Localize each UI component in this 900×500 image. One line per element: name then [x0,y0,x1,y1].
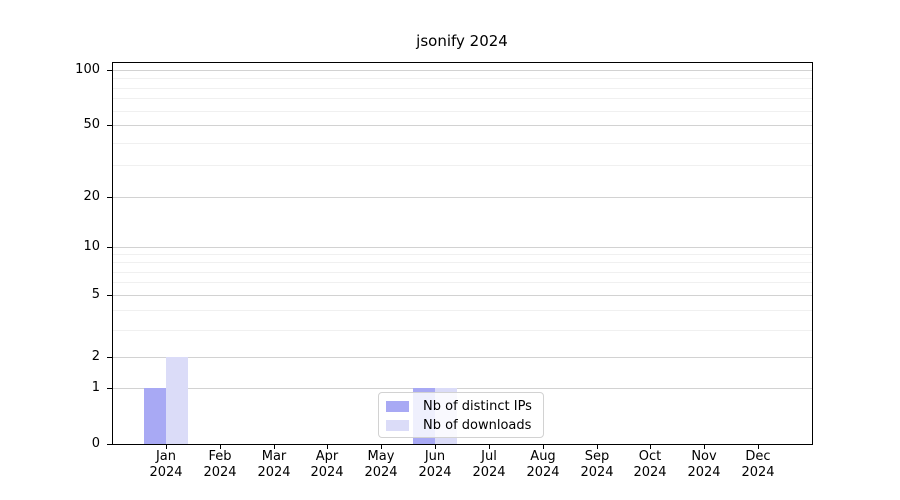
x-tick-month: Jan [155,449,177,464]
x-tick-mark [381,445,382,449]
y-tick-label: 0 [91,436,100,451]
x-tick-label: Mar 2024 [239,449,309,481]
gridline-major [113,357,812,358]
x-tick-label: May 2024 [346,449,416,481]
legend-label-distinct-ips: Nb of distinct IPs [423,399,532,414]
x-tick-year: 2024 [203,465,237,480]
gridline-minor [113,98,812,99]
x-tick-label: Jan 2024 [131,449,201,481]
x-tick-mark [704,445,705,449]
y-tick-mark [107,197,112,198]
gridline-minor [113,165,812,166]
x-tick-month: May [367,449,395,464]
x-tick-year: 2024 [149,465,183,480]
y-tick-mark [107,125,112,126]
y-tick-label: 50 [83,117,100,132]
x-tick-month: Feb [208,449,232,464]
y-tick-label: 2 [91,349,100,364]
y-tick-label: 1 [91,380,100,395]
gridline-minor [113,143,812,144]
x-tick-year: 2024 [687,465,721,480]
y-tick-mark [107,388,112,389]
x-tick-mark [489,445,490,449]
gridline-minor [113,310,812,311]
x-tick-label: Sep 2024 [562,449,632,481]
legend: Nb of distinct IPs Nb of downloads [378,392,544,438]
y-tick-mark [107,247,112,248]
bar-downloads [166,357,188,444]
x-tick-year: 2024 [472,465,506,480]
gridline-minor [113,254,812,255]
x-tick-label: Jul 2024 [454,449,524,481]
x-tick-month: Oct [638,449,662,464]
gridline-minor [113,111,812,112]
x-tick-label: Dec 2024 [723,449,793,481]
x-tick-month: Jul [481,449,497,464]
x-tick-mark [758,445,759,449]
x-tick-mark [543,445,544,449]
legend-swatch-distinct-ips [386,401,409,412]
x-tick-mark [435,445,436,449]
y-tick-mark [107,444,112,445]
x-tick-mark [274,445,275,449]
legend-item-distinct-ips: Nb of distinct IPs [386,397,535,416]
x-tick-month: Aug [530,449,556,464]
x-tick-mark [597,445,598,449]
gridline-major [113,247,812,248]
x-tick-label: Aug 2024 [508,449,578,481]
x-tick-year: 2024 [310,465,344,480]
x-tick-label: Oct 2024 [615,449,685,481]
x-tick-year: 2024 [257,465,291,480]
y-tick-label: 5 [91,287,100,302]
x-tick-month: Nov [691,449,717,464]
chart-title: jsonify 2024 [416,32,508,50]
plot-area [112,62,813,445]
x-tick-year: 2024 [418,465,452,480]
legend-label-downloads: Nb of downloads [423,418,532,433]
x-tick-year: 2024 [526,465,560,480]
x-tick-label: Jun 2024 [400,449,470,481]
y-tick-label: 100 [75,62,100,77]
x-tick-label: Apr 2024 [292,449,362,481]
gridline-minor [113,282,812,283]
x-tick-month: Dec [745,449,771,464]
x-tick-label: Nov 2024 [669,449,739,481]
bar-distinct-ips [144,388,166,444]
gridline-major [113,197,812,198]
gridline-minor [113,88,812,89]
x-tick-label: Feb 2024 [185,449,255,481]
y-tick-mark [107,295,112,296]
x-tick-year: 2024 [741,465,775,480]
x-tick-mark [650,445,651,449]
gridline-major [113,295,812,296]
legend-swatch-downloads [386,420,409,431]
x-tick-mark [166,445,167,449]
legend-item-downloads: Nb of downloads [386,416,535,435]
y-tick-label: 20 [83,189,100,204]
gridline-minor [113,272,812,273]
y-tick-label: 10 [83,239,100,254]
x-tick-mark [327,445,328,449]
x-tick-month: Apr [315,449,339,464]
gridline-major [113,125,812,126]
gridline-minor [113,330,812,331]
y-tick-mark [107,70,112,71]
x-tick-month: Sep [584,449,610,464]
gridline-major [113,388,812,389]
x-tick-year: 2024 [364,465,398,480]
x-tick-month: Jun [424,449,446,464]
gridline-major [113,70,812,71]
y-tick-mark [107,357,112,358]
gridline-minor [113,78,812,79]
x-tick-year: 2024 [633,465,667,480]
x-tick-month: Mar [261,449,287,464]
gridline-minor [113,262,812,263]
x-tick-mark [220,445,221,449]
x-tick-year: 2024 [580,465,614,480]
